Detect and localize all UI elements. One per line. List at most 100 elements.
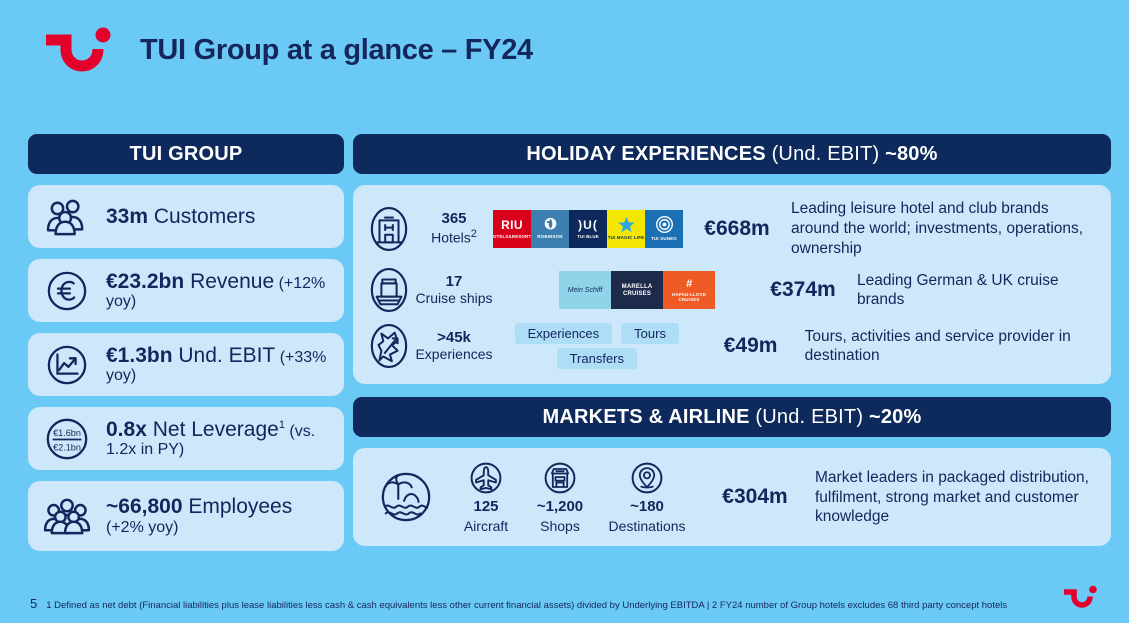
stat-sub-revenue: (+12% yoy)	[106, 274, 326, 311]
stat-sub-employees: (+2% yoy)	[106, 518, 179, 536]
row-stat-number-experiences: >45k	[437, 329, 471, 347]
employees-group-icon	[42, 496, 92, 536]
stat-text-und-ebit: €1.3bn Und. EBIT (+33% yoy)	[106, 344, 330, 385]
chip-line-bottom: Transfers	[556, 348, 637, 370]
stat-line-employees: ~66,800 Employees	[106, 495, 292, 518]
hotel-brand-logos: RIU HOTELS&RESORTS ROBINSON )U( TUI BLUE…	[493, 209, 683, 248]
tui-smile-logo-footer	[1061, 583, 1101, 611]
leverage-fraction-icon: €1.6bn €2.1bn	[42, 416, 92, 462]
row-stat-label-experiences: Experiences	[415, 346, 493, 363]
holiday-experiences-panel: 365 Hotels2 RIU HOTELS&RESORTS ROBINSON …	[353, 185, 1111, 385]
stat-label-customers: Customers	[153, 204, 256, 228]
stat-value-net-leverage: 0.8x	[106, 417, 147, 441]
metric-number-shops: ~1,200	[536, 498, 584, 516]
stat-line-revenue: €23.2bn Revenue	[106, 270, 274, 293]
svg-text:€1.6bn: €1.6bn	[53, 428, 81, 438]
stat-sub-net-leverage: (vs. 1.2x in PY)	[106, 422, 316, 459]
metric-label-shops: Shops	[540, 517, 580, 534]
brand-logo-tui-suneo: TUI SUNEO	[645, 209, 683, 248]
slide-footer: 5 1 Defined as net debt (Financial liabi…	[30, 596, 1007, 611]
footnote-text: 1 Defined as net debt (Financial liabili…	[46, 599, 1008, 611]
stat-label-employees: Employees	[188, 495, 293, 519]
stat-card-customers[interactable]: 33m Customers	[28, 185, 344, 248]
tui-group-header-bar: TUI GROUP	[28, 134, 344, 174]
holiday-experiences-subtitle: (Und. EBIT)	[771, 142, 880, 165]
cruise-brand-logos: Mein Schiff MARELLA CRUISES # HAPAG-LLOYD…	[559, 271, 715, 310]
metric-aircraft[interactable]: 125 Aircraft	[449, 460, 523, 534]
holiday-experiences-header-bar: HOLIDAY EXPERIENCES (Und. EBIT) ~80%	[353, 134, 1111, 174]
euro-circle-icon	[42, 270, 92, 312]
row-description-cruise: Leading German & UK cruise brands	[857, 271, 1059, 309]
island-palm-circle-icon	[363, 470, 449, 524]
stat-label-und-ebit: Und. EBIT	[178, 343, 276, 367]
row-stat-number-hotels: 365	[441, 210, 467, 228]
segment-row-hotels[interactable]: 365 Hotels2 RIU HOTELS&RESORTS ROBINSON …	[353, 195, 1111, 262]
stat-card-net-leverage[interactable]: €1.6bn €2.1bn 0.8x Net Leverage1 (vs. 1.…	[28, 407, 344, 470]
row-amount-cruise: €374m	[770, 278, 836, 302]
stat-text-customers: 33m Customers	[106, 205, 255, 229]
markets-airline-percent: ~20%	[868, 405, 922, 428]
metric-shops[interactable]: ~1,200 Shops	[523, 460, 597, 534]
markets-airline-description: Market leaders in packaged distribution,…	[815, 468, 1089, 526]
metric-number-aircraft: 125	[473, 498, 499, 516]
row-stat-number-cruise: 17	[445, 273, 463, 291]
markets-airline-row[interactable]: 125 Aircraft	[353, 454, 1111, 540]
stat-text-revenue: €23.2bn Revenue (+12% yoy)	[106, 270, 330, 311]
segment-row-cruise[interactable]: 17 Cruise ships Mein Schiff MARELLA CRUIS…	[353, 262, 1111, 318]
row-description-hotels: Leading leisure hotel and club brands ar…	[791, 200, 1084, 257]
chip-tours[interactable]: Tours	[621, 323, 679, 345]
stat-text-net-leverage: 0.8x Net Leverage1 (vs. 1.2x in PY)	[106, 418, 330, 459]
stat-card-employees[interactable]: ~66,800 Employees (+2% yoy)	[28, 481, 344, 551]
chip-transfers[interactable]: Transfers	[556, 348, 637, 370]
stat-card-revenue[interactable]: €23.2bn Revenue (+12% yoy)	[28, 259, 344, 322]
experiences-chip-group: Experiences Tours Transfers	[511, 323, 683, 370]
row-stat-label-cruise: Cruise ships	[415, 290, 493, 307]
stat-value-employees: ~66,800	[106, 495, 183, 519]
metric-destinations[interactable]: ~180 Destinations	[597, 460, 697, 534]
people-group-icon	[42, 198, 92, 236]
row-description-experiences: Tours, activities and service provider i…	[804, 327, 1071, 365]
row-amount-experiences: €49m	[723, 334, 778, 358]
markets-airline-amount: €304m	[722, 485, 788, 509]
row-stat-hotels: 365 Hotels2	[415, 210, 493, 246]
footnote-marker-leverage: 1	[278, 418, 285, 431]
page-number: 5	[30, 596, 38, 611]
location-pin-circle-icon	[629, 460, 665, 496]
brand-logo-mein-schiff: Mein Schiff	[559, 271, 611, 310]
stat-line-und-ebit: €1.3bn Und. EBIT	[106, 344, 275, 367]
page-title: TUI Group at a glance – FY24	[140, 33, 533, 66]
stat-sub-und-ebit: (+33% yoy)	[106, 348, 327, 385]
brand-logo-tui-magic-life: TUI MAGIC LIFE	[607, 209, 645, 248]
hotel-circle-icon	[363, 205, 415, 253]
stat-card-und-ebit[interactable]: €1.3bn Und. EBIT (+33% yoy)	[28, 333, 344, 396]
tui-group-column: TUI GROUP 33m Customers	[28, 134, 344, 562]
chart-trend-circle-icon	[42, 344, 92, 386]
slide-header: TUI Group at a glance – FY24	[40, 22, 533, 78]
stat-label-revenue: Revenue	[190, 269, 275, 293]
markets-airline-title: MARKETS & AIRLINE	[542, 405, 750, 428]
row-stat-cruise: 17 Cruise ships	[415, 273, 493, 307]
segment-row-experiences[interactable]: >45k Experiences Experiences Tours Trans…	[353, 318, 1111, 374]
markets-airline-panel: 125 Aircraft	[353, 448, 1111, 547]
shop-circle-icon	[542, 460, 578, 496]
stat-label-net-leverage: Net Leverage	[152, 417, 279, 441]
metric-label-destinations: Destinations	[608, 517, 686, 534]
chip-experiences[interactable]: Experiences	[514, 323, 613, 345]
segments-column: HOLIDAY EXPERIENCES (Und. EBIT) ~80%	[353, 134, 1111, 547]
row-amount-hotels: €668m	[704, 216, 770, 240]
stat-value-customers: 33m	[106, 204, 149, 228]
brand-logo-hapag-lloyd-cruises: # HAPAG-LLOYD CRUISES	[663, 271, 715, 310]
brand-logo-tui-blue: )U( TUI BLUE	[569, 209, 607, 248]
chip-line-top: Experiences Tours	[514, 323, 679, 345]
holiday-experiences-title: HOLIDAY EXPERIENCES	[526, 142, 766, 165]
stat-value-revenue: €23.2bn	[106, 269, 185, 293]
svg-text:€2.1bn: €2.1bn	[53, 442, 81, 452]
tui-group-title: TUI GROUP	[129, 142, 243, 165]
metric-label-aircraft: Aircraft	[463, 517, 509, 534]
stat-line-net-leverage: 0.8x Net Leverage1	[106, 418, 285, 441]
aircraft-circle-icon	[468, 460, 504, 496]
footnote-marker-hotels: 2	[470, 227, 477, 240]
stat-line-customers: 33m Customers	[106, 205, 255, 228]
holiday-experiences-percent: ~80%	[885, 142, 938, 165]
